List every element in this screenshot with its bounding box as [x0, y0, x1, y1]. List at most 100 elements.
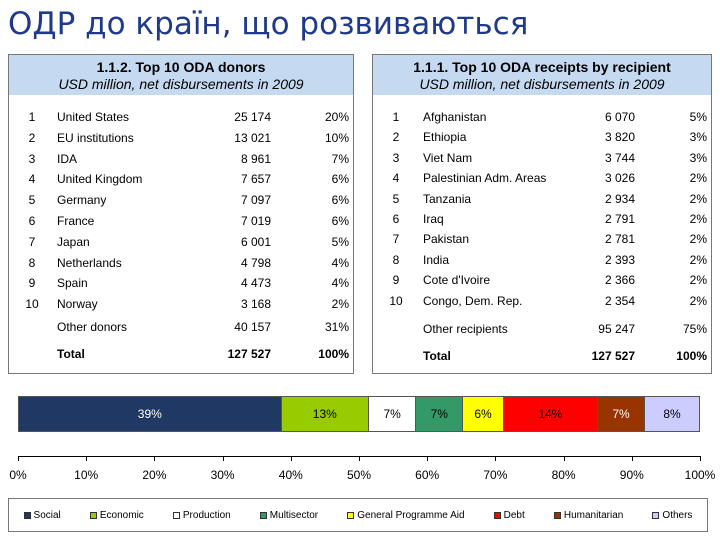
x-axis-tick-label: 80%	[551, 468, 576, 482]
bar-segment: 7%	[369, 397, 417, 431]
row-percent: 3%	[689, 150, 707, 165]
row-percent: 6%	[331, 172, 349, 187]
table-row: 4 United Kingdom 7 657 6%	[9, 169, 353, 189]
row-rank: 1	[392, 110, 400, 124]
row-value: 6 001	[240, 234, 271, 249]
x-axis-tick-label: 60%	[415, 468, 440, 482]
row-percent: 2%	[689, 252, 707, 267]
row-value: 2 366	[604, 273, 635, 288]
legend-label: Multisector	[269, 509, 319, 521]
row-rank: 3	[28, 151, 36, 166]
row-rank: 4	[392, 171, 400, 186]
row-rank: 8	[392, 252, 400, 267]
row-rank: 5	[28, 193, 36, 208]
table-row: 9 Spain 4 473 4%	[9, 273, 353, 293]
row-name: Cote d'Ivoire	[423, 273, 490, 288]
table-row: 8 Netherlands 4 798 4%	[9, 253, 353, 273]
table-row: 10 Congo, Dem. Rep. 2 354 2%	[373, 291, 711, 311]
legend-item: Economic	[89, 510, 144, 521]
row-value: 7 097	[240, 193, 271, 208]
table-row: 5 Tanzania 2 934 2%	[373, 189, 711, 209]
legend-swatch	[347, 511, 355, 519]
recipients-table-title: 1.1.1. Top 10 ODA receipts by recipient	[413, 59, 671, 75]
legend-item: Others	[652, 510, 692, 521]
recipients-table-subtitle: USD million, net disbursements in 2009	[419, 76, 665, 92]
row-name: Other recipients	[423, 322, 508, 336]
table-row: 3 Viet Nam 3 744 3%	[373, 148, 711, 168]
bar-segment: 13%	[281, 397, 370, 431]
row-name: France	[57, 214, 95, 228]
row-name: Total	[57, 347, 85, 361]
legend-label: Social	[33, 509, 61, 521]
x-axis-tick-label: 90%	[619, 468, 644, 482]
table-row: 10 Norway 3 168 2%	[9, 294, 353, 314]
row-name: Palestinian Adm. Areas	[423, 171, 547, 186]
table-row: 9 Cote d'Ivoire 2 366 2%	[373, 270, 711, 290]
other-row: Other donors 40 157 31%	[9, 317, 353, 337]
x-axis-tick	[359, 456, 360, 461]
legend-label: Production	[182, 509, 231, 521]
row-percent: 5%	[331, 234, 349, 249]
legend-swatch	[652, 511, 660, 519]
bar-segment: 6%	[463, 397, 504, 431]
legend-swatch	[23, 511, 31, 519]
chart-legend: Social Economic Production Multisector Gener…	[8, 498, 708, 532]
donors-table-subtitle: USD million, net disbursements in 2009	[58, 76, 304, 92]
row-rank: 7	[28, 234, 36, 249]
total-row: Total 127 527 100%	[373, 346, 711, 366]
row-name: Congo, Dem. Rep.	[423, 293, 523, 308]
row-percent: 5%	[689, 110, 707, 124]
x-axis-tick-label: 50%	[346, 468, 372, 482]
row-percent: 10%	[324, 130, 349, 145]
row-percent: 2%	[689, 232, 707, 247]
stacked-bar-chart: 39% 13% 7% 7% 6% 14% 7% 8%	[18, 396, 700, 432]
x-axis-tick	[631, 456, 633, 461]
row-value: 3 820	[604, 130, 635, 145]
donors-table-title: 1.1.2. Top 10 ODA donors	[96, 59, 266, 75]
row-name: Viet Nam	[423, 150, 473, 165]
legend-item: Production	[172, 509, 231, 521]
row-percent: 2%	[689, 212, 707, 226]
x-axis-tick	[563, 456, 565, 461]
row-rank: 1	[28, 110, 36, 124]
legend-swatch	[493, 511, 501, 519]
table-row: 1 United States 25 174 20%	[9, 107, 353, 127]
row-name: United Kingdom	[57, 172, 143, 187]
row-percent: 4%	[331, 255, 349, 270]
donors-table-header: 1.1.2. Top 10 ODA donors USD million, ne…	[9, 55, 353, 95]
row-name: Other donors	[57, 320, 128, 334]
row-percent: 31%	[324, 320, 349, 334]
row-percent: 2%	[689, 171, 707, 186]
x-axis-tick-label: 10%	[74, 468, 99, 482]
row-name: Norway	[57, 297, 98, 312]
total-row: Total 127 527 100%	[9, 344, 353, 364]
legend-label: Debt	[503, 509, 525, 521]
table-row: 2 EU institutions 13 021 10%	[9, 128, 353, 148]
recipients-table: 1.1.1. Top 10 ODA receipts by recipient …	[372, 54, 712, 374]
row-name: Germany	[57, 193, 107, 208]
x-axis-tick	[700, 456, 701, 461]
row-percent: 4%	[331, 276, 349, 291]
row-value: 6 070	[604, 110, 635, 124]
row-value: 3 026	[604, 171, 635, 186]
legend-item: Multisector	[259, 509, 319, 521]
bar-segment: 39%	[19, 397, 282, 431]
bar-segment: 14%	[503, 397, 598, 431]
bar-segment: 7%	[597, 397, 646, 431]
row-name: Spain	[57, 276, 88, 291]
legend-label: Others	[662, 509, 693, 521]
row-value: 7 657	[240, 172, 271, 187]
row-rank: 5	[392, 191, 400, 206]
row-rank: 10	[25, 297, 39, 312]
legend-swatch	[553, 511, 561, 519]
legend-item: Social	[23, 509, 61, 521]
row-name: EU institutions	[57, 130, 134, 145]
row-value: 2 781	[604, 232, 635, 247]
row-name: Netherlands	[57, 255, 122, 270]
slide-title: ОДР до країн, що розвиваються	[8, 6, 529, 42]
row-percent: 6%	[331, 193, 349, 208]
table-row: 8 India 2 393 2%	[373, 250, 711, 270]
x-axis-tick	[86, 456, 88, 461]
row-rank: 6	[28, 214, 36, 228]
row-name: United States	[57, 110, 130, 124]
